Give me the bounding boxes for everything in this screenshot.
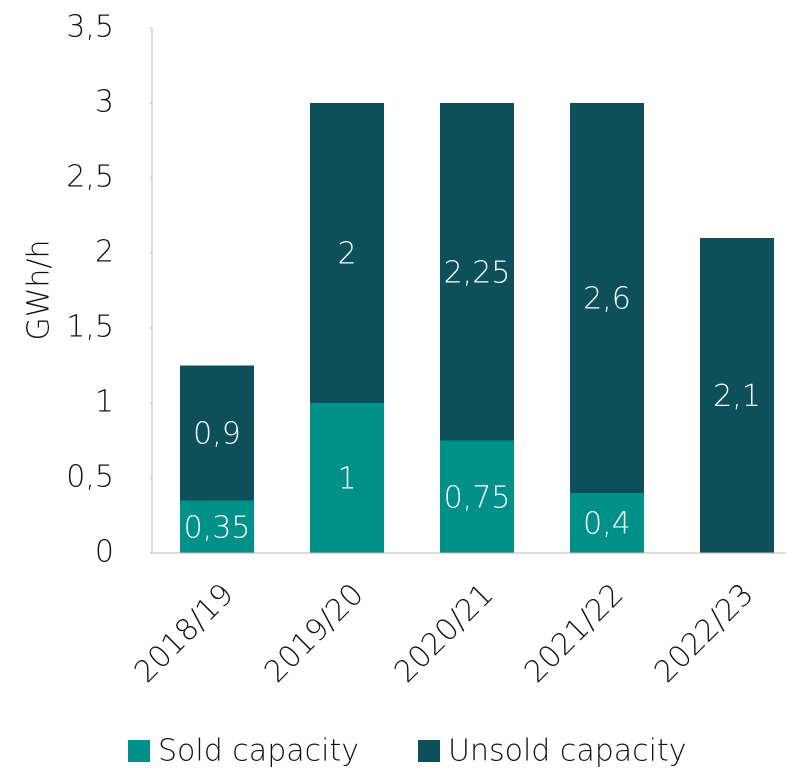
label-group: 2 [337, 237, 356, 272]
label-group: 0,4 [583, 507, 631, 542]
label-group: 1 [337, 462, 356, 497]
y-tick-label: 3,5 [66, 10, 114, 45]
bar-segment [440, 103, 514, 441]
label-group: 2,1 [713, 379, 761, 414]
legend-label: Sold capacity [158, 734, 359, 768]
bar-segment [700, 238, 774, 553]
x-tick-label: 2021/22 [518, 577, 631, 690]
legend-swatch [128, 740, 150, 762]
y-tick-label: 0,5 [66, 460, 114, 495]
y-tick-label: 1 [95, 385, 114, 420]
label-group: 0,35 [184, 510, 251, 545]
data-label: 2,1 [713, 379, 761, 414]
label-group: 0,75 [444, 480, 511, 515]
bar-segment [310, 103, 384, 403]
bar-segment [310, 403, 384, 553]
bar-segment [180, 365, 254, 501]
y-axis-label: GWh/h [22, 239, 57, 340]
x-tick-label: 2018/19 [128, 577, 241, 690]
data-label: 2,6 [583, 282, 631, 317]
data-label: 1 [337, 462, 356, 497]
data-label: 0,9 [193, 417, 241, 452]
legend-label: Unsold capacity [448, 734, 687, 768]
y-tick-label: 2 [95, 235, 114, 270]
data-label: 2 [337, 237, 356, 272]
data-label: 2,25 [444, 255, 511, 290]
y-tick-label: 1,5 [66, 310, 114, 345]
bar-segment [570, 493, 644, 553]
y-tick-label: 0 [95, 535, 114, 570]
x-tick-label: 2020/21 [388, 577, 501, 690]
y-tick-label: 2,5 [66, 160, 114, 195]
bar-segment [440, 440, 514, 553]
label-group: 2,25 [444, 255, 511, 290]
label-group: 0,9 [193, 417, 241, 452]
legend-swatch [418, 740, 440, 762]
data-label: 0,75 [444, 480, 511, 515]
y-tick-label: 3 [95, 85, 114, 120]
data-label: 0,4 [583, 507, 631, 542]
label-group: 2,6 [583, 282, 631, 317]
bar-segment [180, 500, 254, 553]
bar-segment [570, 103, 644, 493]
x-tick-label: 2022/23 [648, 577, 761, 690]
x-tick-label: 2019/20 [258, 577, 371, 690]
data-label: 0,35 [184, 510, 251, 545]
